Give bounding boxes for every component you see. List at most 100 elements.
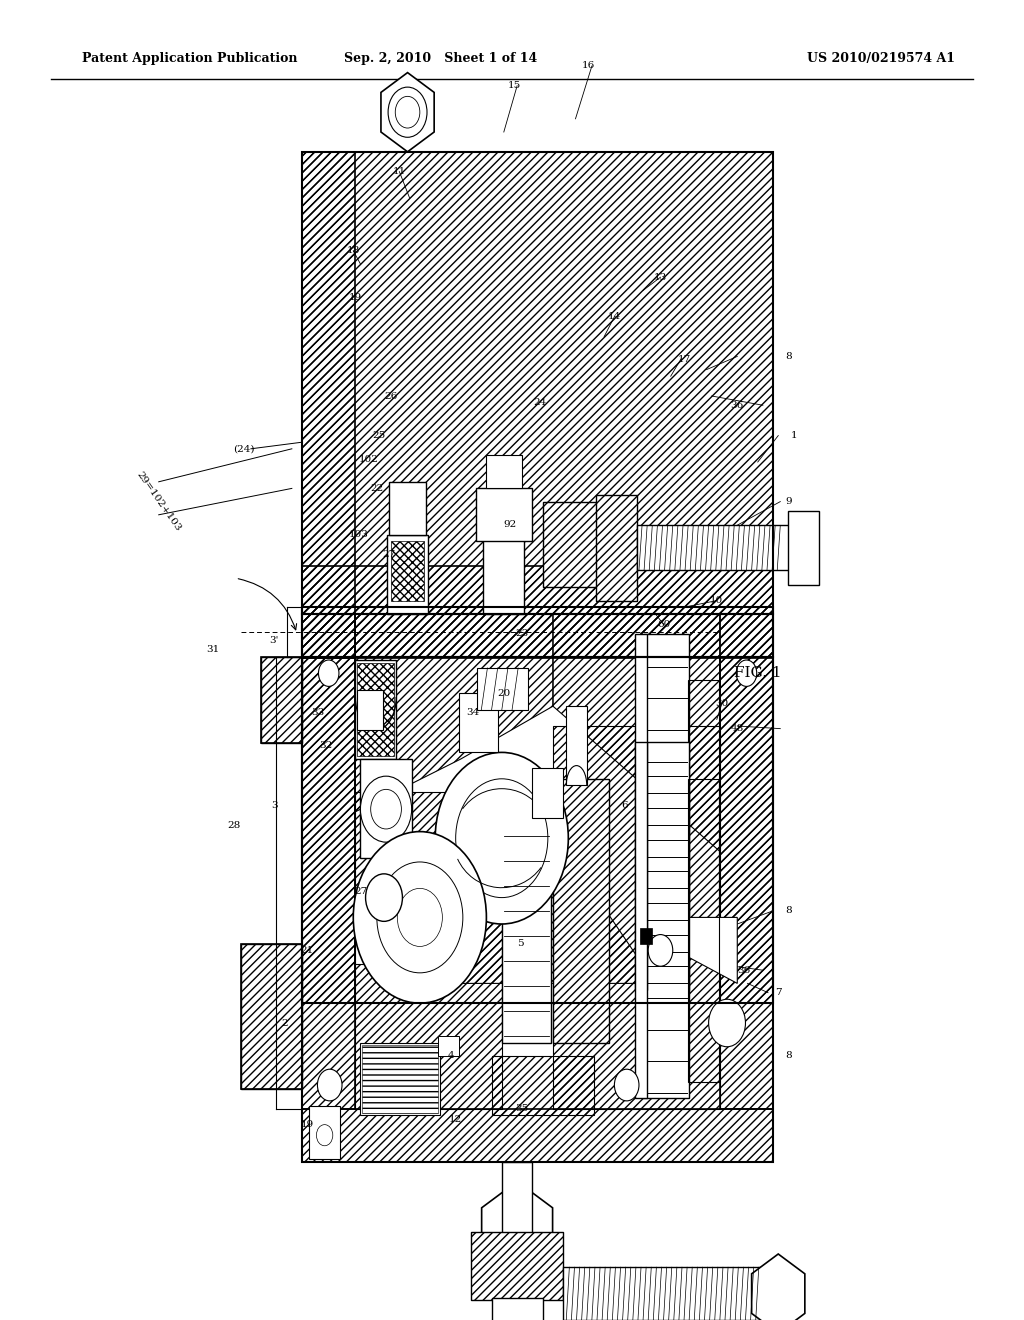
Circle shape <box>366 874 402 921</box>
Bar <box>563 1267 778 1320</box>
Bar <box>387 535 428 614</box>
Text: 17: 17 <box>678 355 690 363</box>
Text: 103: 103 <box>348 531 369 539</box>
Bar <box>543 502 599 587</box>
Circle shape <box>371 789 401 829</box>
Text: 26: 26 <box>385 392 397 400</box>
Text: 8: 8 <box>785 1052 792 1060</box>
Bar <box>355 937 417 964</box>
Text: 3: 3 <box>271 801 278 809</box>
Bar <box>261 657 302 743</box>
Bar <box>471 1232 563 1300</box>
Bar <box>302 614 773 1003</box>
Bar <box>635 634 647 990</box>
Text: 36: 36 <box>731 401 743 409</box>
Text: 8: 8 <box>785 352 792 360</box>
Bar <box>492 1298 543 1320</box>
Text: 4: 4 <box>447 1052 454 1060</box>
Text: 31: 31 <box>207 645 219 653</box>
Bar <box>357 690 383 730</box>
Bar <box>476 488 532 541</box>
Circle shape <box>736 660 757 686</box>
Circle shape <box>353 832 486 1003</box>
Text: 27: 27 <box>354 887 367 895</box>
Bar <box>302 607 773 657</box>
Circle shape <box>709 999 745 1047</box>
Bar <box>720 614 773 1003</box>
Circle shape <box>317 1069 342 1101</box>
Text: 48: 48 <box>731 725 743 733</box>
Bar <box>502 1162 532 1234</box>
Bar <box>438 1036 459 1056</box>
Text: 60: 60 <box>657 620 670 628</box>
Text: 22: 22 <box>371 484 383 492</box>
Text: 1: 1 <box>791 432 797 440</box>
Bar <box>566 706 587 785</box>
Circle shape <box>614 1069 639 1101</box>
Bar <box>637 525 791 570</box>
Text: 9: 9 <box>785 498 792 506</box>
Bar <box>483 535 524 614</box>
Bar <box>596 495 637 601</box>
Bar <box>477 668 528 710</box>
Text: FIG. 1: FIG. 1 <box>734 667 781 680</box>
Bar <box>302 657 773 1162</box>
Bar <box>532 768 563 818</box>
Text: Patent Application Publication: Patent Application Publication <box>82 51 297 65</box>
Bar <box>360 1043 440 1115</box>
Text: 7: 7 <box>775 989 781 997</box>
Text: 29=102+103: 29=102+103 <box>135 470 182 533</box>
Bar <box>492 1056 594 1115</box>
Text: 3': 3' <box>269 636 280 644</box>
Bar <box>355 660 396 759</box>
Bar <box>309 1106 340 1159</box>
Bar <box>355 904 417 931</box>
Polygon shape <box>481 1181 553 1287</box>
Bar <box>357 663 394 756</box>
Bar <box>302 614 355 1003</box>
Bar <box>788 511 819 585</box>
Bar <box>720 657 773 1109</box>
Text: 14: 14 <box>608 313 621 321</box>
Text: 24: 24 <box>534 399 546 407</box>
Text: 36: 36 <box>737 966 750 974</box>
Text: 27: 27 <box>383 550 395 558</box>
Bar <box>302 152 355 659</box>
Bar <box>302 607 773 657</box>
Bar <box>302 152 773 614</box>
Bar <box>362 1045 438 1113</box>
Bar <box>643 634 689 990</box>
Bar <box>635 742 647 1098</box>
Bar <box>502 805 551 1043</box>
Text: 16: 16 <box>583 62 595 70</box>
Text: 35: 35 <box>516 1105 528 1113</box>
Text: 11: 11 <box>393 168 406 176</box>
Circle shape <box>360 776 412 842</box>
Bar <box>389 482 426 535</box>
Text: 5: 5 <box>517 940 523 948</box>
Bar <box>302 152 773 614</box>
Circle shape <box>395 96 420 128</box>
Bar <box>360 759 412 858</box>
Bar <box>241 944 302 1089</box>
Text: 18: 18 <box>347 247 359 255</box>
Bar <box>302 657 355 1109</box>
Bar <box>241 944 302 1089</box>
Circle shape <box>318 660 339 686</box>
Circle shape <box>648 935 673 966</box>
Bar <box>302 566 773 614</box>
Text: (24): (24) <box>233 445 254 453</box>
Bar <box>640 928 652 944</box>
Text: 102: 102 <box>358 455 379 463</box>
Bar <box>553 779 609 1043</box>
Bar <box>471 1232 563 1300</box>
Text: 21: 21 <box>301 946 313 954</box>
Polygon shape <box>752 1254 805 1320</box>
Text: 6: 6 <box>622 801 628 809</box>
Bar <box>459 693 498 752</box>
Circle shape <box>435 752 568 924</box>
Bar <box>643 742 689 1098</box>
Text: 32: 32 <box>319 742 332 750</box>
Bar <box>302 1109 773 1162</box>
Text: 23: 23 <box>516 630 528 638</box>
